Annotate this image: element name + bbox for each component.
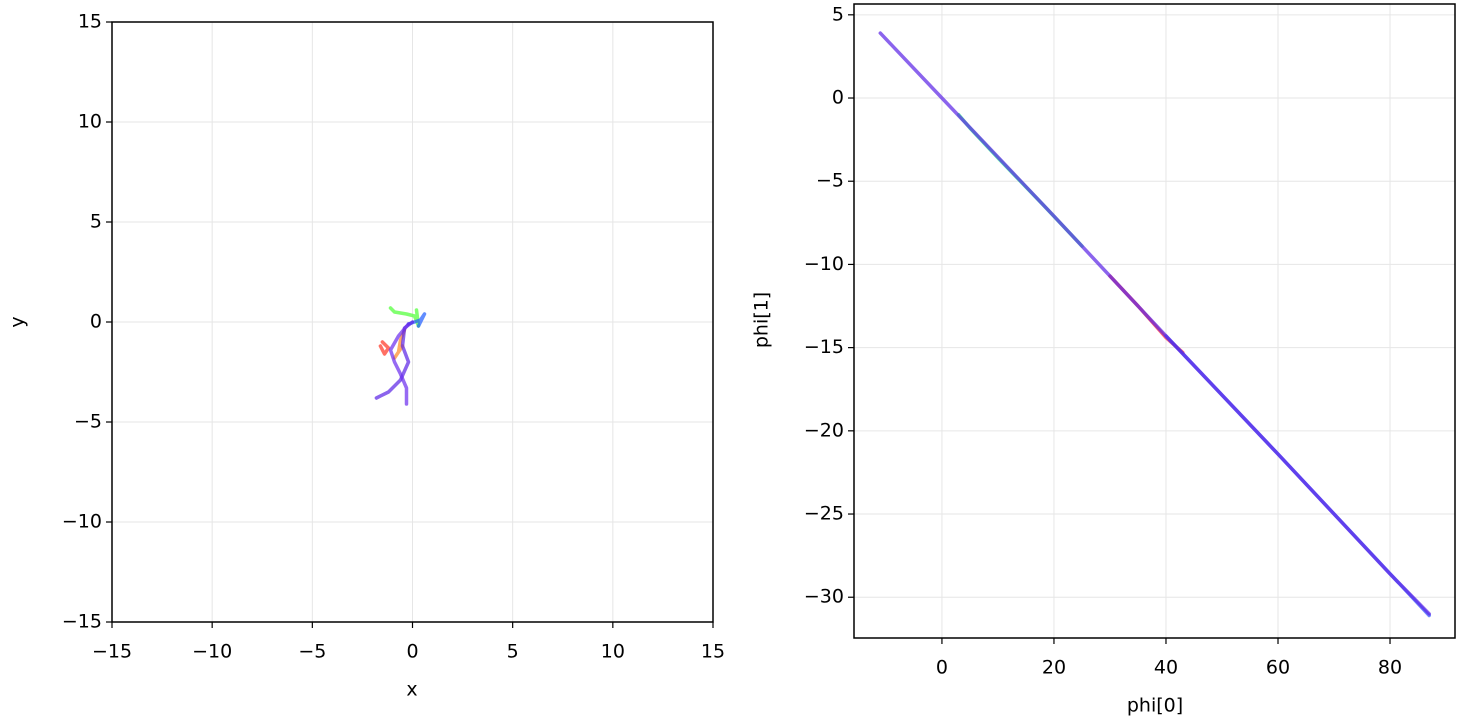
x-tick-label: 0 <box>936 657 948 679</box>
y-tick-label: 5 <box>832 3 844 25</box>
x-tick-label: 80 <box>1378 657 1402 679</box>
x-tick-label: −5 <box>298 641 326 663</box>
x-axis-label: phi[0] <box>1127 695 1183 717</box>
x-tick-label: 0 <box>406 641 418 663</box>
x-tick-label: 15 <box>701 641 725 663</box>
x-tick-label: 10 <box>601 641 625 663</box>
y-tick-label: −15 <box>62 611 102 633</box>
trajectory <box>878 31 1431 616</box>
x-tick-label: −10 <box>192 641 232 663</box>
y-tick-label: 5 <box>90 211 102 233</box>
x-axis-label: x <box>406 679 417 701</box>
axes-frame <box>853 3 1456 639</box>
x-tick-label: 40 <box>1154 657 1178 679</box>
x-tick-label: 20 <box>1042 657 1066 679</box>
y-tick-label: 10 <box>78 111 102 133</box>
y-axis-label: y <box>7 316 29 327</box>
trajectory <box>378 340 391 356</box>
x-tick-label: 5 <box>507 641 519 663</box>
y-tick-label: −25 <box>804 503 844 525</box>
axes-frame <box>111 21 714 623</box>
y-tick-label: −20 <box>804 419 844 441</box>
y-tick-label: −5 <box>74 411 102 433</box>
x-tick-label: −15 <box>92 641 132 663</box>
y-tick-label: −15 <box>804 336 844 358</box>
trajectory <box>388 322 411 406</box>
y-tick-label: −30 <box>804 586 844 608</box>
y-tick-label: −10 <box>62 511 102 533</box>
y-tick-label: 0 <box>90 311 102 333</box>
y-tick-label: 15 <box>78 11 102 33</box>
y-tick-label: 0 <box>832 87 844 109</box>
x-tick-label: 60 <box>1266 657 1290 679</box>
y-axis-label: phi[1] <box>751 292 773 348</box>
y-tick-label: −10 <box>804 253 844 275</box>
y-tick-label: −5 <box>816 170 844 192</box>
